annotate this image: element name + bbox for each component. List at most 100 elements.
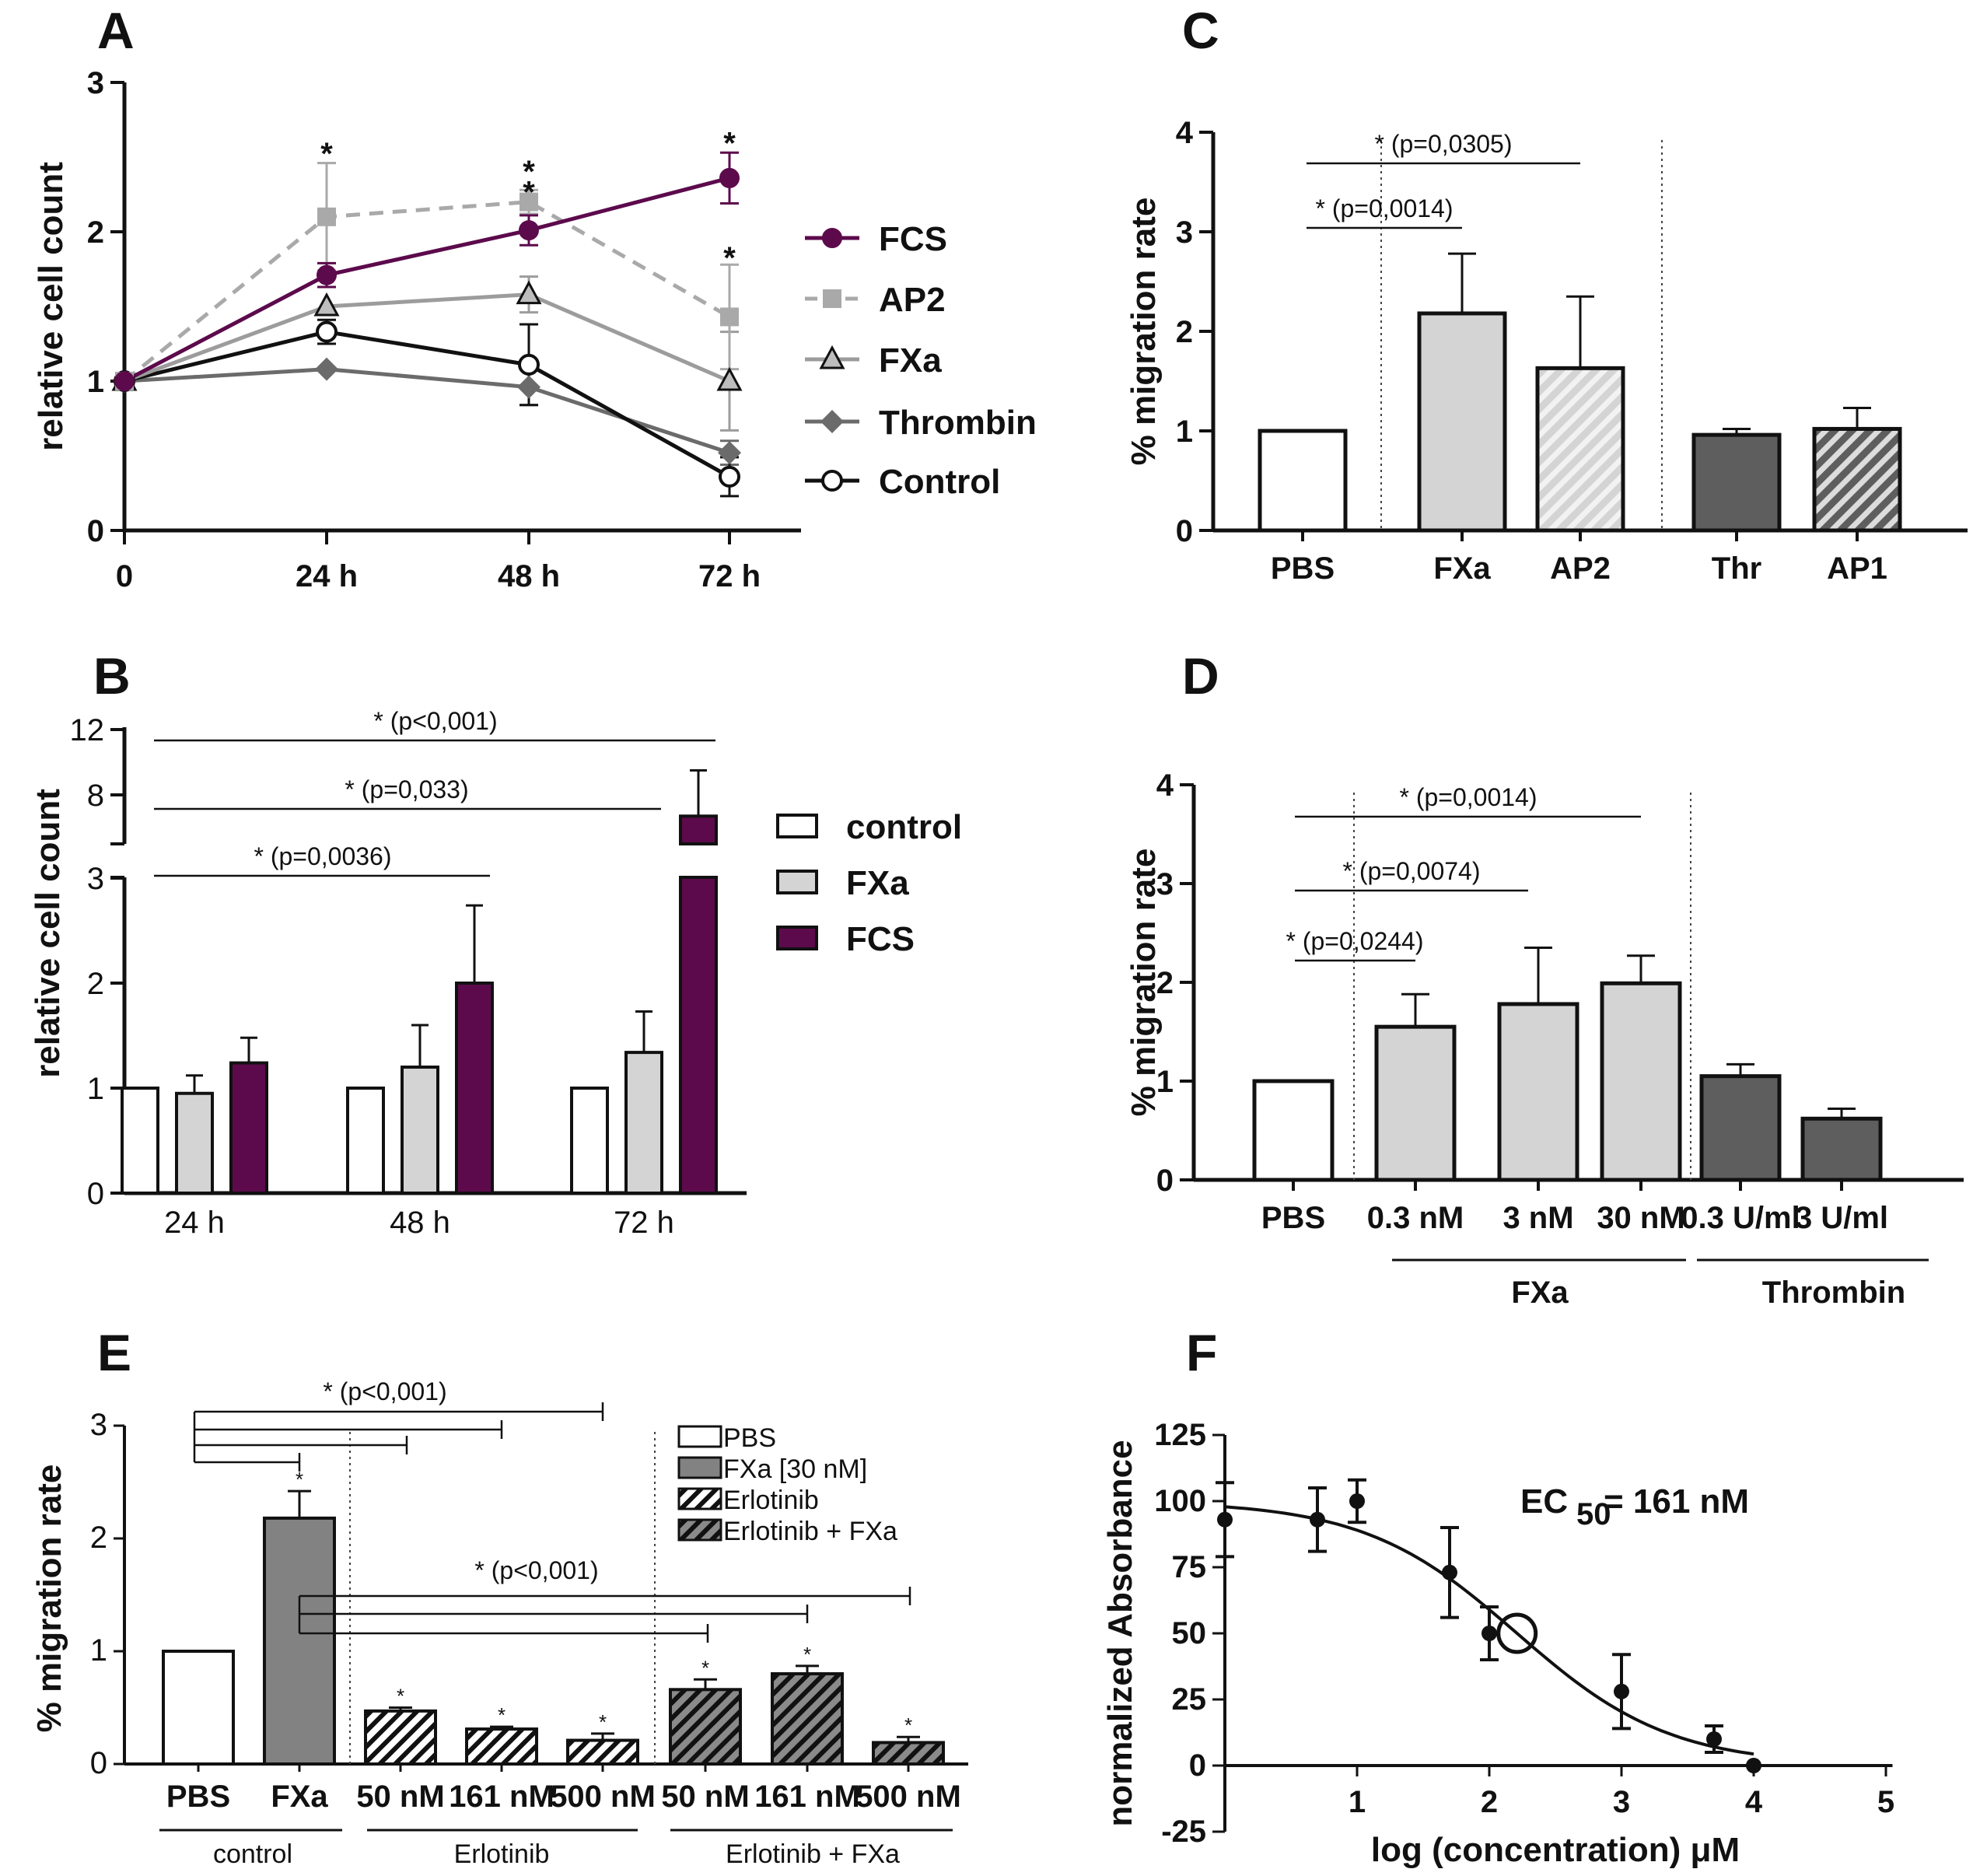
panel-c-y-tick-label: 0: [1176, 514, 1193, 548]
panel-b-x-tick-label: 72 h: [614, 1206, 674, 1240]
panel-f-data-point: [1481, 1626, 1497, 1641]
panel-b-y-tick-label: 0: [87, 1177, 104, 1211]
panel-e-bar: [263, 1516, 336, 1766]
panel-c-significance-0-label: * (p=0,0305): [1374, 130, 1512, 158]
panel-e-significance-label-0: * (p<0,001): [323, 1377, 446, 1405]
panel-c-bar-ap2: [1535, 366, 1625, 533]
panel-f-y-tick-label: 75: [1172, 1550, 1207, 1584]
panel-e-bar: [771, 1672, 844, 1766]
panel-f-x-tick-label: 3: [1613, 1785, 1630, 1819]
panel-c-y-tick-label: 2: [1176, 315, 1193, 349]
panel-b-bar-fcs: [229, 1061, 268, 1195]
panel-c-x-tick-label: FXa: [1433, 551, 1491, 586]
panel-b-bar-fxa: [401, 1066, 439, 1195]
panel-e-x-tick-label: 500 nM: [855, 1780, 961, 1814]
panel-b-y-tick-label: 1: [87, 1072, 104, 1106]
panel-a-y-tick-label: 2: [87, 215, 104, 250]
panel-f-x-tick-label: 2: [1481, 1785, 1498, 1819]
panel-f-data-point: [1349, 1493, 1365, 1509]
panel-a-significance-star: *: [523, 176, 535, 210]
panel-c-y-tick-label: 3: [1176, 215, 1193, 250]
panel-e-significance-label-1: * (p<0,001): [474, 1556, 598, 1584]
panel-a-point-thrombin: [315, 357, 338, 381]
panel-d-bar: [1252, 1079, 1335, 1182]
panel-a-point-fcs: [519, 220, 539, 241]
panel-c-significance-1-label: * (p=0,0014): [1315, 194, 1453, 222]
panel-letter-c: C: [1182, 2, 1219, 59]
panel-b-legend-label-fxa: FXa: [846, 864, 909, 902]
panel-a-point-control: [719, 465, 740, 488]
panel-a-y-tick-label: 3: [87, 66, 104, 100]
panel-a-legend-label-fxa: FXa: [879, 341, 942, 380]
panel-a-y-tick-label: 1: [87, 365, 104, 399]
panel-d-significance-1-label: * (p=0,0074): [1342, 857, 1480, 885]
panel-a-significance-star: *: [723, 241, 736, 275]
panel-f-data-point: [1706, 1731, 1722, 1747]
panel-f-y-tick-label: -25: [1161, 1815, 1206, 1849]
panel-f-ec50-subscript: 50: [1576, 1497, 1611, 1531]
panel-a-significance-star: *: [523, 155, 535, 189]
panel-e-x-tick-label: 500 nM: [550, 1780, 656, 1814]
panel-b-bar-control: [346, 1087, 385, 1195]
panel-a-point-fcs: [719, 167, 740, 188]
panel-a-series-line-ap2: [123, 200, 731, 383]
panel-c-x-tick-label: PBS: [1271, 551, 1335, 586]
panel-f-x-axis-title: log (concentration) μM: [1371, 1831, 1740, 1869]
panel-e-bar: [669, 1688, 742, 1766]
panel-e-legend-label: Erlotinib + FXa: [723, 1517, 897, 1546]
panel-d-bar: [1600, 981, 1682, 1182]
panel-c-bar-thr: [1691, 432, 1782, 533]
panel-e-significance-star: *: [599, 1710, 607, 1734]
panel-b-bar-fxa: [624, 1051, 663, 1195]
panel-c-bar-pbs: [1258, 429, 1348, 533]
panel-c-bar-chart: 0 1 2 3 4 % migration rate PBS FXa AP2 Thr AP1 * (p…: [1125, 116, 1968, 586]
panel-f-x-tick-label: 4: [1745, 1785, 1763, 1819]
panel-e-bar: [872, 1741, 945, 1766]
panel-f-y-tick-label: 0: [1189, 1748, 1206, 1783]
panel-d-bar: [1699, 1074, 1782, 1182]
panel-a-point-fcs: [114, 371, 135, 391]
panel-e-legend-label: PBS: [723, 1423, 776, 1453]
panel-a-x-tick-label: 48 h: [498, 559, 560, 593]
panel-d-x-tick-label: 0.3 nM: [1367, 1201, 1464, 1235]
panel-c-bar-ap1: [1812, 426, 1902, 533]
panel-a-point-control: [518, 353, 540, 376]
panel-d-y-axis-title: % migration rate: [1125, 849, 1163, 1117]
panel-b-significance-0-label: * (p=0,0036): [254, 842, 391, 870]
panel-d-x-tick-label: 30 nM: [1597, 1201, 1684, 1235]
panel-a-point-ap2: [519, 192, 538, 212]
panel-b-bar-control: [121, 1087, 159, 1195]
panel-d-x-tick-label: PBS: [1261, 1201, 1325, 1235]
panel-e-significance-star: *: [904, 1713, 912, 1737]
panel-a-legend-marker-ap2: [823, 289, 841, 308]
panel-d-x-tick-label: 0.3 U/ml: [1681, 1201, 1800, 1235]
panel-b-legend-swatch-fxa: [776, 870, 818, 894]
panel-e-significance-star: *: [701, 1656, 709, 1679]
panel-a-point-control: [316, 320, 338, 343]
panel-d-y-tick-label: 1: [1156, 1065, 1174, 1099]
panel-e-x-tick-label: 50 nM: [661, 1780, 749, 1814]
panel-e-bar: [364, 1709, 437, 1766]
panel-d-significance-0-label: * (p=0,0014): [1399, 783, 1537, 811]
panel-a-significance-star: *: [320, 137, 333, 171]
panel-b-significance-2-label: * (p<0,001): [373, 707, 497, 735]
panel-e-x-tick-label: 50 nM: [356, 1780, 444, 1814]
panel-f-y-tick-label: 50: [1172, 1616, 1207, 1650]
panel-a-series-line-control: [124, 330, 731, 479]
panel-b-bar-fcs: [679, 876, 718, 1195]
panel-a-y-tick-label: 0: [87, 514, 104, 548]
panel-e-x-tick-label: 161 nM: [754, 1780, 860, 1814]
panel-f-data-point: [1442, 1564, 1457, 1580]
panel-e-bar: [465, 1727, 538, 1766]
panel-b-bar-fxa: [175, 1091, 214, 1195]
panel-a-legend-marker-fxa: [819, 345, 845, 369]
panel-e-y-axis-title: % migration rate: [30, 1465, 68, 1733]
panel-f-data-point: [1217, 1511, 1233, 1528]
panel-b-bar-fcs: [455, 982, 494, 1195]
panel-d-bar: [1800, 1116, 1883, 1182]
panel-d-y-tick-label: 4: [1156, 768, 1174, 803]
panel-a-point-ap2: [720, 307, 739, 327]
panel-d-x-tick-label: 3 nM: [1502, 1201, 1573, 1235]
